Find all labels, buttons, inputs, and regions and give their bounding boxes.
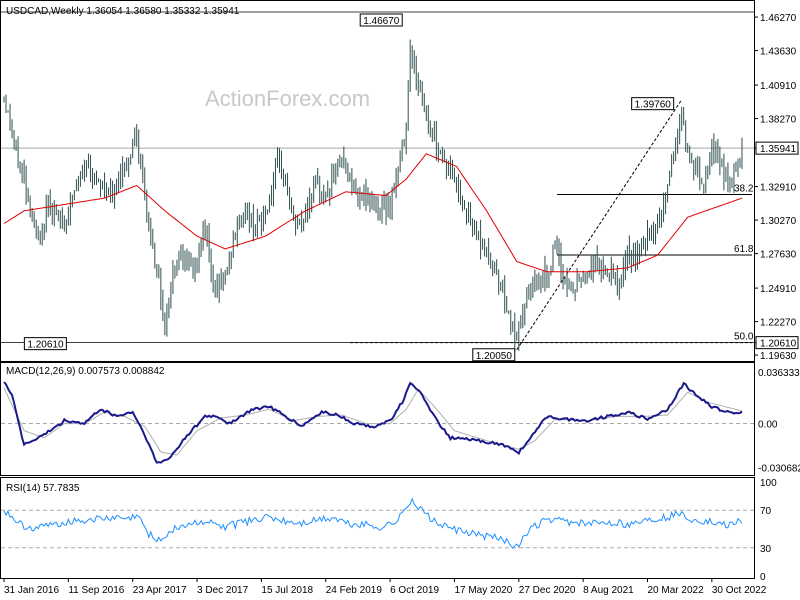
candles xyxy=(3,39,743,352)
rsi-header: RSI(14) 57.7835 xyxy=(6,483,80,494)
rsi-line xyxy=(3,497,743,549)
fib-label: 50.0 xyxy=(734,332,754,343)
price-axis-label: 1.22270 xyxy=(760,318,797,329)
price-header: USDCAD,Weekly 1.36054 1.36580 1.35332 1.… xyxy=(6,6,240,17)
price-annotation-box xyxy=(359,13,403,27)
price-annotation-label: 1.39760 xyxy=(635,100,672,111)
price-annotation-box xyxy=(631,97,675,111)
price-annotation-box xyxy=(472,348,516,362)
price-axis-label: 1.35941 xyxy=(760,144,797,155)
x-axis-label: 6 Oct 2019 xyxy=(390,585,439,596)
rsi-axis-label: 70 xyxy=(760,506,772,517)
price-annotation-label: 1.46670 xyxy=(363,16,400,27)
moving-average-line xyxy=(3,153,743,273)
macd-panel-frame xyxy=(0,362,755,476)
rsi-axis-label: 0 xyxy=(760,572,766,583)
x-axis-label: 23 Apr 2017 xyxy=(133,585,187,596)
x-axis-label: 27 Dec 2020 xyxy=(519,585,576,596)
price-axis-label: 1.40910 xyxy=(760,81,797,92)
price-axis-label: 1.24910 xyxy=(760,284,797,295)
x-axis-label: 31 Jan 2016 xyxy=(4,585,59,596)
x-axis-label: 11 Sep 2016 xyxy=(68,585,124,596)
price-panel: 38.2 61.8 50.0 1.46670 1.39760 1.20610 1.20050… xyxy=(1,11,799,362)
price-axis-label: 1.27630 xyxy=(760,250,797,261)
fib-label: 61.8 xyxy=(734,244,754,255)
watermark: ActionForex.com xyxy=(205,86,370,111)
fib-label: 38.2 xyxy=(734,183,754,194)
price-annotation-box xyxy=(23,337,67,351)
macd-signal-line xyxy=(3,387,743,456)
price-axis-label: 1.38270 xyxy=(760,115,797,126)
rsi-panel-frame xyxy=(0,477,755,579)
price-panel-frame xyxy=(0,0,755,362)
x-axis-label: 24 Feb 2019 xyxy=(326,585,383,596)
price-axis-label: 1.43630 xyxy=(760,47,797,58)
price-axis-label: 1.20610 xyxy=(760,339,797,350)
x-axis-label: 17 May 2020 xyxy=(454,585,512,596)
price-axis-label: 1.19630 xyxy=(760,351,797,362)
price-axis-label: 1.30270 xyxy=(760,216,797,227)
price-highlight-box xyxy=(755,141,799,155)
macd-axis-label: 0.036333 xyxy=(758,368,800,379)
price-annotation-label: 1.20610 xyxy=(27,340,64,351)
macd-line xyxy=(3,381,743,464)
rsi-axis-label: 30 xyxy=(760,544,772,555)
price-annotation-label: 1.20050 xyxy=(476,351,513,362)
x-axis: 31 Jan 2016 11 Sep 2016 23 Apr 2017 3 Dec 2… xyxy=(3,578,767,596)
macd-header: MACD(12,26,9) 0.007573 0.008842 xyxy=(6,366,165,377)
price-highlight-box xyxy=(755,336,799,350)
macd-axis-label: -0.030682 xyxy=(758,463,800,474)
macd-axis-label: 0.00 xyxy=(758,420,778,431)
macd-panel: 0.036333 0.00 -0.030682 xyxy=(1,368,800,474)
x-axis-label: 3 Dec 2017 xyxy=(197,585,249,596)
x-axis-label: 15 Jul 2018 xyxy=(261,585,313,596)
x-axis-label: 8 Aug 2021 xyxy=(583,585,634,596)
rsi-panel: 100 70 30 0 xyxy=(1,478,777,583)
x-axis-label: 30 Oct 2022 xyxy=(712,585,767,596)
price-axis-label: 1.46270 xyxy=(760,13,797,24)
fib-trend-line xyxy=(516,99,683,351)
rsi-axis-label: 100 xyxy=(760,478,777,489)
price-axis-label: 1.32910 xyxy=(760,183,797,194)
x-axis-label: 20 Mar 2022 xyxy=(647,585,704,596)
